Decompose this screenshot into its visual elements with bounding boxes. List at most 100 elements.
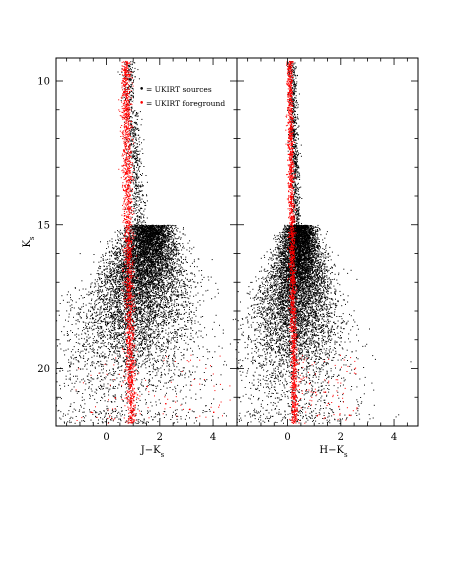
scatter-point-red [289,109,292,112]
scatter-point-black [181,293,183,295]
scatter-point-black [149,253,151,255]
scatter-point-black [263,339,265,341]
scatter-point-red [292,311,295,313]
scatter-point-black [319,357,321,359]
legend-box [134,80,230,110]
scatter-point-red [123,81,126,83]
scatter-point-red [290,138,292,140]
scatter-point-black [90,377,92,379]
scatter-point-black [292,155,295,157]
scatter-point-black [130,124,132,126]
legend-marker: • [139,85,144,95]
scatter-point-black [274,316,276,318]
y-axis-label: Ks [22,236,36,247]
scatter-point-black [146,233,148,235]
scatter-point-red [127,196,130,198]
scatter-point-black [186,273,188,275]
scatter-point-black [197,282,199,284]
scatter-point-black [170,311,172,313]
scatter-point-red [288,60,291,63]
scatter-point-red [131,420,133,422]
scatter-point-red [292,253,294,255]
scatter-point-black [298,391,300,393]
scatter-point-black [303,236,305,238]
x-tick-label: 2 [338,432,344,443]
legend-label: = UKIRT foreground [146,99,225,108]
right-panel: 0 2 4 H−Ks [236,57,419,459]
scatter-point-black [287,403,289,405]
legend: • = UKIRT sources• = UKIRT foreground [134,80,230,110]
x-tick-label: 4 [210,432,216,443]
scatter-point-black [335,305,337,307]
red-point-cloud [75,60,231,424]
x-axis-label: J−Ks [140,445,165,459]
y-tick-label: 10 [37,77,50,88]
scatter-point-black [135,288,138,290]
scatter-point-red [130,397,132,399]
scatter-point-black [146,345,148,347]
scatter-point-red [308,382,311,385]
scatter-point-black [138,362,140,364]
scatter-point-black [82,345,84,347]
scatter-point-black [95,339,98,341]
scatter-point-black [258,362,260,364]
scatter-point-black [319,270,321,272]
scatter-point-red [165,403,167,405]
scatter-point-black [314,334,316,336]
scatter-point-red [293,368,295,370]
scatter-point-red [348,414,351,416]
scatter-point-black [340,322,342,324]
scatter-point-red [129,311,131,313]
scatter-point-black [282,293,284,295]
scatter-point-red [129,339,132,342]
scatter-point-red [129,282,131,284]
scatter-point-red [130,368,132,370]
scatter-point-red [288,81,291,83]
scatter-point-black [173,270,175,272]
scatter-point-black [294,184,296,186]
scatter-point-black [308,374,311,376]
scatter-point-red [128,224,130,227]
scatter-point-red [128,253,131,255]
scatter-point-black [143,328,145,330]
scatter-point-red [293,339,295,342]
scatter-point-black [327,288,329,290]
scatter-point-black [266,380,268,382]
scatter-point-black [311,253,313,255]
scatter-point-black [300,311,303,313]
black-point-cloud [237,61,412,425]
left-panel: 0 2 4 10 15 20 J−Ks Ks [22,57,238,459]
legend-label: = UKIRT sources [146,85,212,94]
scatter-point-red [114,397,116,399]
black-point-cloud [56,61,238,424]
scatter-point-red [126,138,128,140]
scatter-point-black [101,385,103,387]
x-tick-label: 0 [103,432,109,443]
x-tick-label: 4 [391,432,397,443]
x-tick-label: 2 [157,432,163,443]
scatter-point-black [122,400,124,402]
scatter-point-red [213,411,215,413]
y-tick-label: 20 [37,364,50,375]
legend-marker: • [139,99,144,109]
scatter-point-black [295,354,297,356]
scatter-point-red [189,408,191,411]
scatter-point-black [298,213,300,215]
scatter-point-black [80,368,82,370]
scatter-point-black [165,305,167,307]
x-tick-label: 0 [284,432,290,443]
scatter-point-black [157,334,159,336]
scatter-point-black [154,316,156,318]
scatter-point-black [330,339,332,341]
x-axis-label: H−Ks [319,445,348,459]
scatter-point-red [338,405,340,408]
scatter-point-black [141,213,143,215]
scatter-point-red [127,167,129,169]
scatter-point-black [127,334,130,336]
scatter-point-red [294,420,296,422]
scatter-point-red [324,391,327,393]
scatter-point-red [291,196,293,198]
scatter-point-black [159,262,161,264]
scatter-point-black [351,351,353,353]
